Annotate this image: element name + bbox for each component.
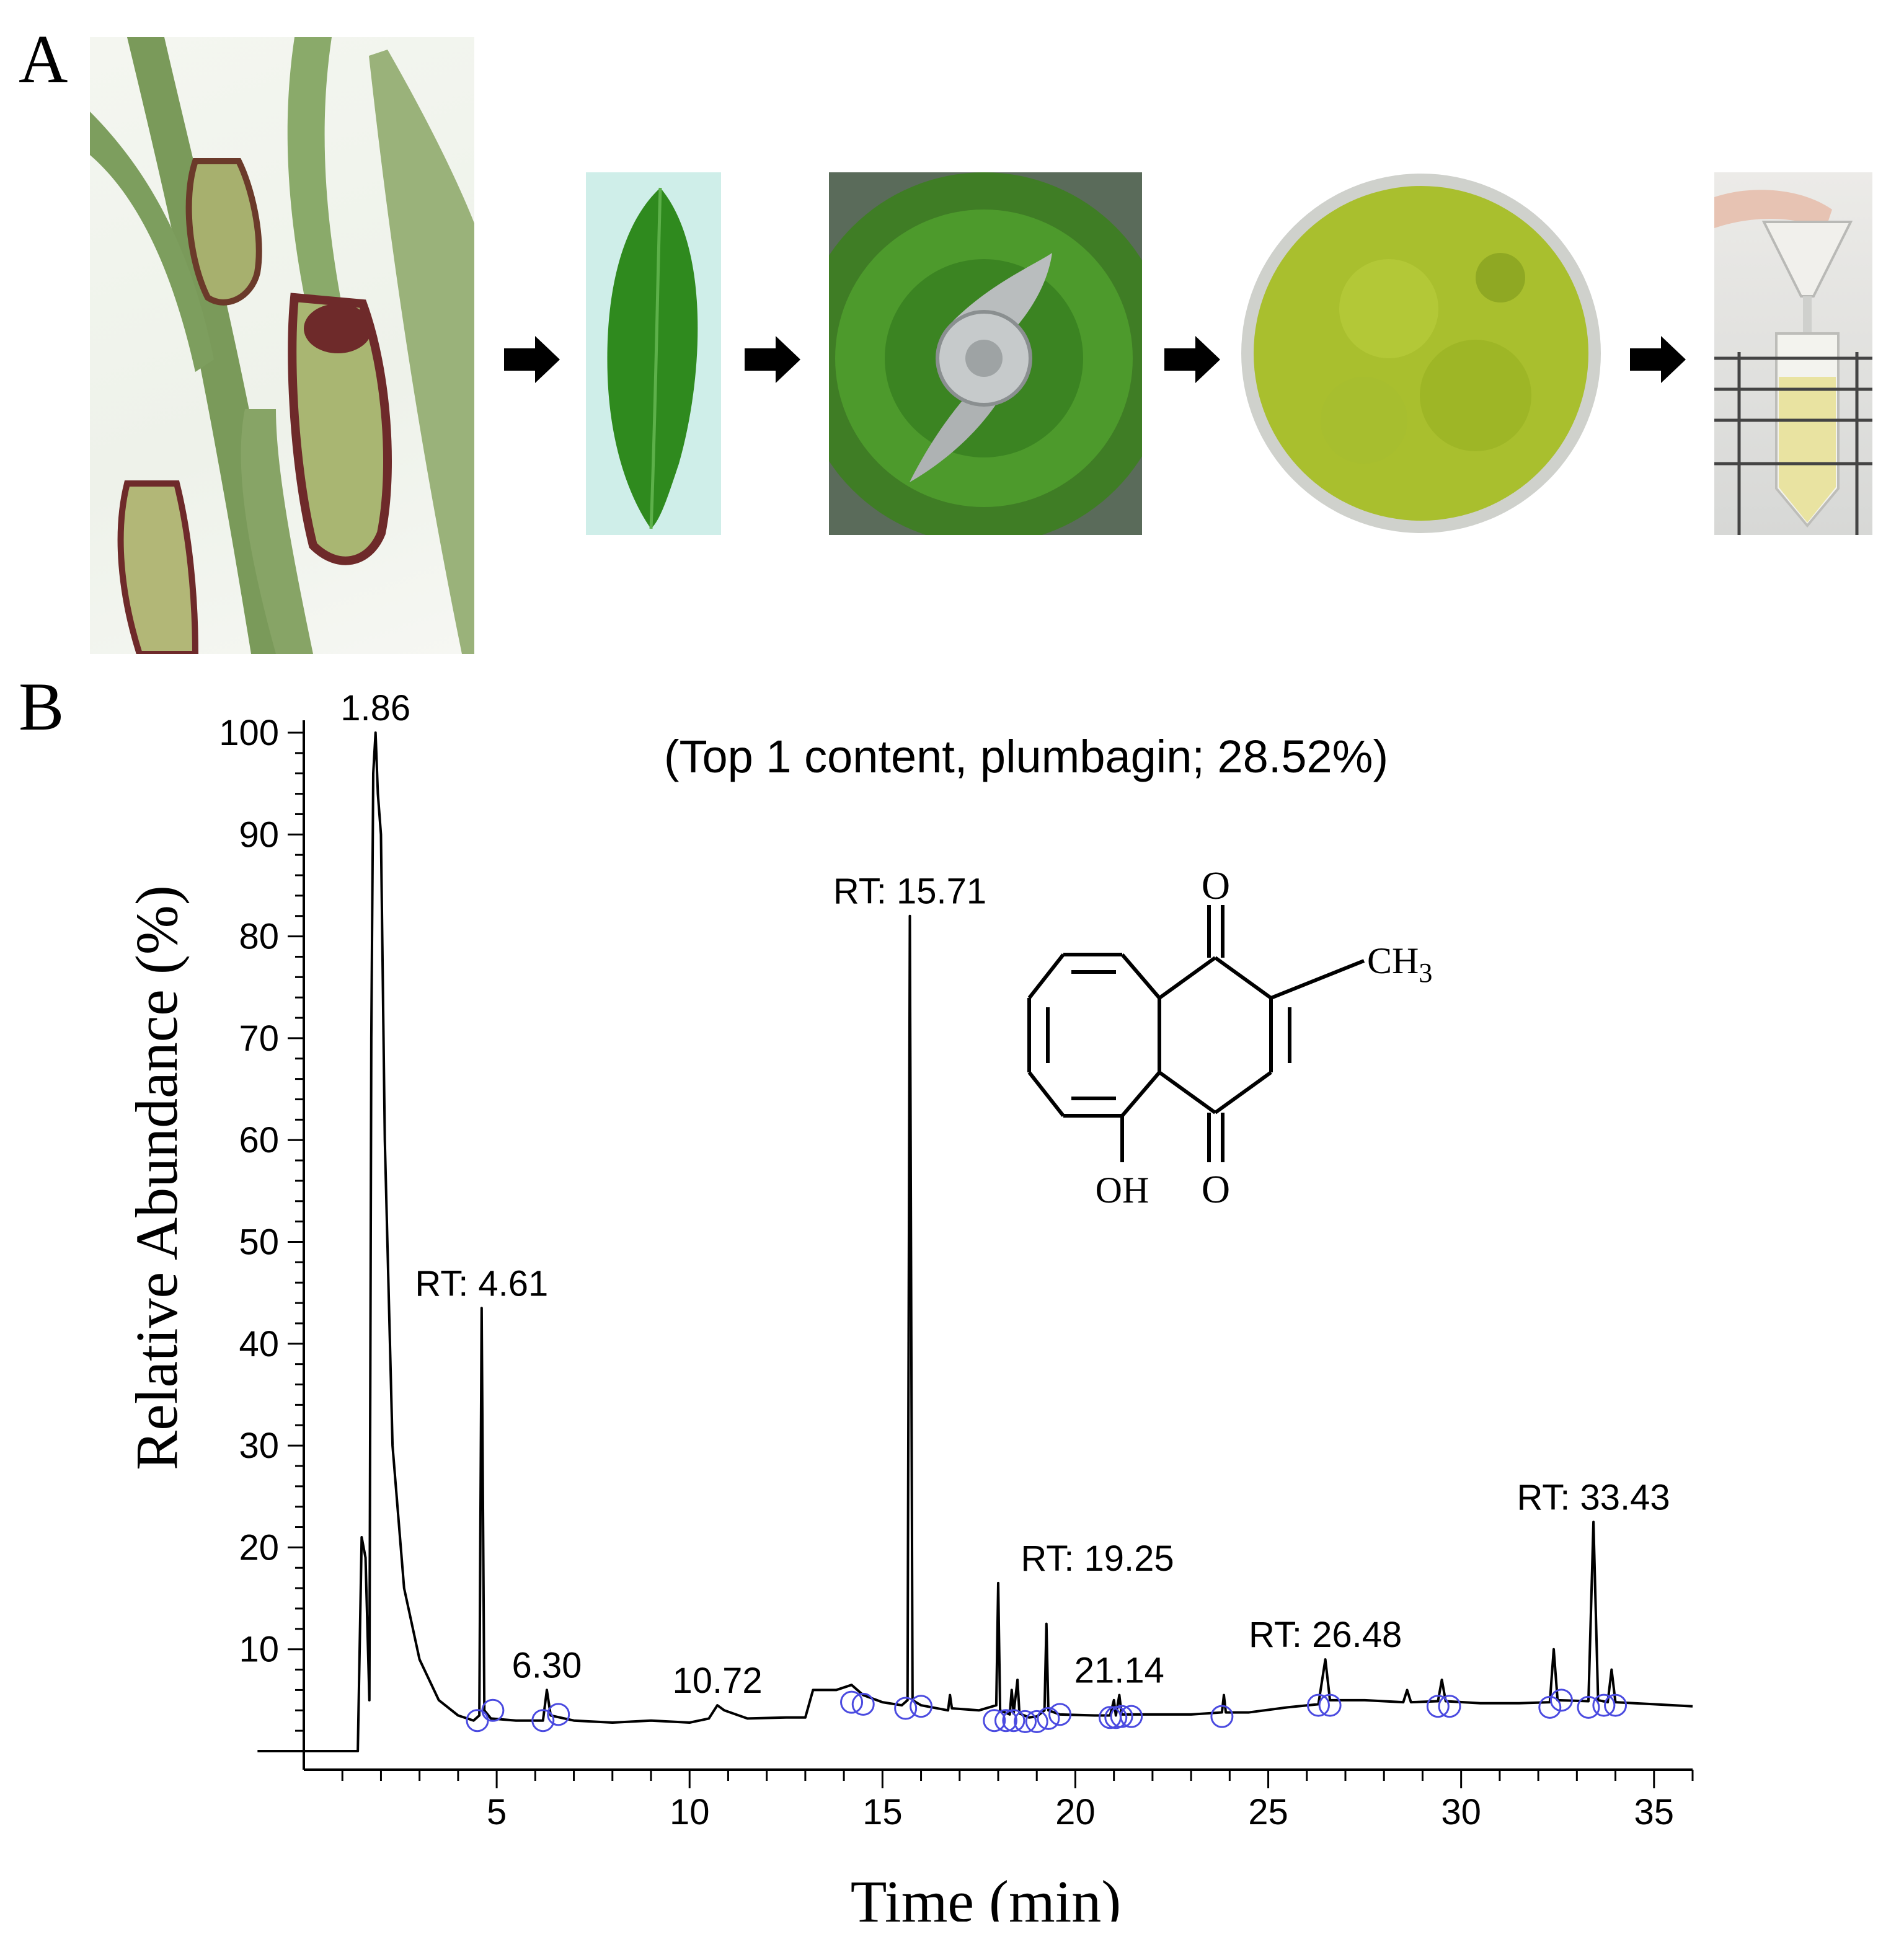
nepenthes-plant-photo [90, 37, 474, 654]
y-tick-label: 80 [239, 917, 279, 957]
x-tick-label: 25 [1248, 1792, 1288, 1832]
filtration-tube-photo [1714, 172, 1872, 535]
peak-label: RT: 4.61 [415, 1263, 548, 1304]
panel-label-b: B [19, 669, 64, 744]
peak-marker [983, 1709, 1006, 1733]
peak-marker [481, 1698, 505, 1722]
peak-marker [1426, 1695, 1450, 1718]
peak-marker [1120, 1705, 1143, 1728]
peak-label: RT: 26.48 [1249, 1615, 1402, 1655]
process-arrow-icon [745, 336, 800, 383]
x-axis-label: Time (min) [851, 1868, 1122, 1922]
peak-marker [1318, 1693, 1342, 1717]
peak-marker [1210, 1705, 1234, 1728]
peak-marker [1592, 1693, 1616, 1717]
chart-title: (Top 1 content, plumbagin; 28.52%) [664, 731, 1388, 782]
peak-marker [1577, 1695, 1600, 1719]
peak-label: RT: 19.25 [1021, 1538, 1174, 1579]
process-arrow-icon [1630, 336, 1686, 383]
chromatogram-series-line [257, 731, 1693, 1752]
peak-label: 10.72 [672, 1661, 762, 1701]
peak-marker [1002, 1709, 1025, 1733]
x-tick-label: 10 [670, 1792, 710, 1832]
peak-label: 1.86 [340, 688, 410, 728]
y-tick-label: 100 [219, 713, 279, 753]
peak-marker [1014, 1710, 1037, 1733]
peak-marker [1438, 1695, 1461, 1718]
y-tick-label: 60 [239, 1120, 279, 1160]
single-leaf-photo [586, 172, 721, 535]
peak-marker [910, 1695, 933, 1718]
process-arrow-icon [1164, 336, 1220, 383]
ground-leaf-powder-photo [1240, 172, 1603, 535]
peak-label: 21.14 [1074, 1651, 1164, 1691]
peak-marker [1037, 1706, 1060, 1730]
panel-label-a: A [19, 21, 68, 97]
peak-label: 6.30 [512, 1645, 582, 1685]
peak-marker [1306, 1693, 1330, 1717]
x-tick-label: 35 [1634, 1792, 1675, 1832]
peak-labels: 1.86 RT: 4.61 6.30 10.72 RT: 15.71 RT: 19.25 2… [340, 688, 1670, 1701]
chromatogram-trace [257, 731, 1693, 1752]
peak-marker [894, 1697, 918, 1720]
peak-marker [1604, 1693, 1628, 1717]
peak-marker [1048, 1703, 1072, 1726]
peak-marker [1549, 1689, 1573, 1712]
x-tick-label: 15 [862, 1792, 903, 1832]
peak-marker [1098, 1706, 1122, 1729]
chart-ticks: 10 20 30 40 50 60 70 80 90 100 5 10 15 20 25 30 35 [219, 713, 1694, 1832]
peak-marker [1538, 1695, 1562, 1719]
x-tick-label: 30 [1441, 1792, 1481, 1832]
peak-marker [851, 1692, 875, 1716]
y-tick-label: 40 [239, 1324, 279, 1364]
y-tick-label: 30 [239, 1426, 279, 1466]
plumbagin-structure: O O CH3 OH [1027, 863, 1432, 1211]
peak-marker [1110, 1705, 1133, 1728]
process-arrow-icon [504, 336, 560, 383]
y-tick-label: 10 [239, 1630, 279, 1670]
peak-marker [547, 1703, 570, 1726]
y-tick-label: 20 [239, 1527, 279, 1568]
peak-marker [994, 1709, 1017, 1733]
x-tick-label: 20 [1055, 1792, 1096, 1832]
structure-oxygen-bottom: O [1202, 1167, 1230, 1211]
peak-marker [531, 1709, 555, 1733]
svg-text:CH3: CH3 [1367, 940, 1432, 988]
peak-label: RT: 15.71 [833, 872, 986, 912]
y-tick-label: 90 [239, 814, 279, 855]
chromatogram-chart: 10 20 30 40 50 60 70 80 90 100 5 10 15 20 25 30 35 1.86 R… [123, 688, 1694, 1922]
peak-marker [1025, 1710, 1048, 1733]
y-tick-label: 50 [239, 1222, 279, 1263]
y-tick-label: 70 [239, 1018, 279, 1059]
structure-methyl-label: CH [1367, 940, 1419, 981]
structure-oxygen-top: O [1202, 863, 1230, 907]
structure-methyl-subscript: 3 [1419, 958, 1432, 988]
x-tick-label: 5 [487, 1792, 507, 1832]
leaves-in-grinder-photo [829, 172, 1142, 535]
peak-markers [466, 1689, 1628, 1733]
y-axis-label: Relative Abundance (%) [123, 885, 190, 1470]
structure-hydroxyl-label: OH [1096, 1170, 1149, 1211]
peak-label: RT: 33.43 [1517, 1477, 1670, 1517]
peak-marker [840, 1690, 864, 1714]
